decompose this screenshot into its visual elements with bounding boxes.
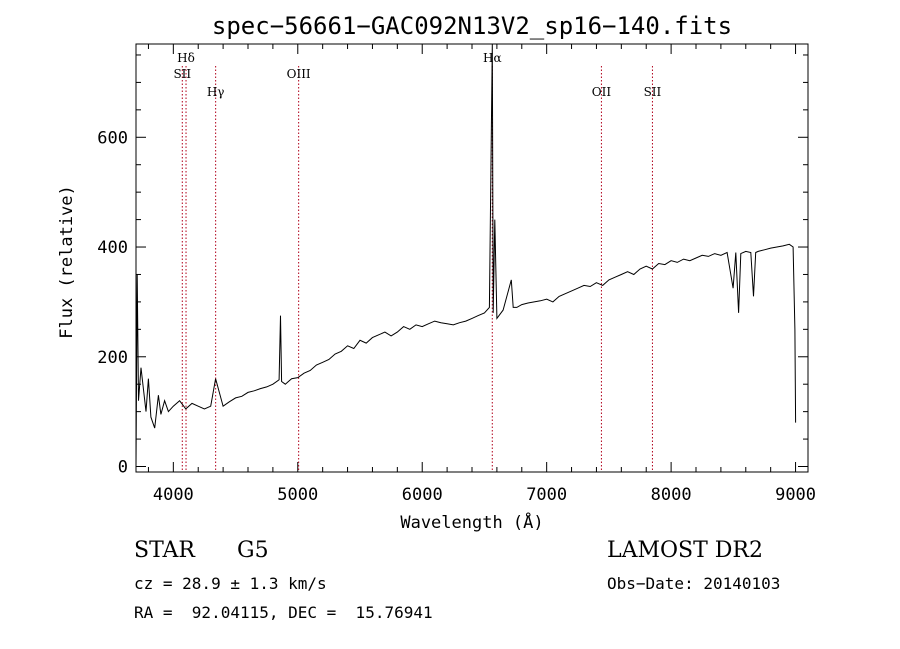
y-tick-label: 600 xyxy=(97,128,128,148)
object-class: STAR G5 xyxy=(134,538,269,563)
x-tick-label: 4000 xyxy=(153,485,194,505)
x-axis: 4000 5000 6000 7000 8000 9000 xyxy=(147,44,816,505)
x-axis-label: Wavelength (Å) xyxy=(400,511,543,533)
y-axis: 0 200 400 600 xyxy=(97,54,808,478)
spectral-line-label: SII xyxy=(173,67,191,81)
x-tick-label: 6000 xyxy=(402,485,443,505)
spectral-line-label: OII xyxy=(592,85,612,99)
class-label: STAR xyxy=(134,538,195,563)
subclass-label: G5 xyxy=(237,538,269,563)
x-tick-label: 9000 xyxy=(775,485,816,505)
y-axis-label: Flux (relative) xyxy=(57,185,77,339)
plot-frame xyxy=(135,43,809,473)
chart-title: spec−56661−GAC092N13V2_sp16−140.fits xyxy=(212,12,732,40)
y-tick-label: 0 xyxy=(118,458,128,478)
coordinates-label: RA = 92.04115, DEC = 15.76941 xyxy=(134,603,433,622)
spectral-line-label: Hδ xyxy=(177,51,195,65)
spectrum-line xyxy=(135,43,797,467)
spectral-line-label: OIII xyxy=(287,67,311,81)
spectral-line-label: Hγ xyxy=(207,85,225,99)
y-tick-label: 400 xyxy=(97,238,128,258)
survey-label: LAMOST DR2 xyxy=(607,538,763,563)
x-tick-label: 5000 xyxy=(277,485,318,505)
spectral-line-label: SII xyxy=(644,85,662,99)
y-tick-label: 200 xyxy=(97,348,128,368)
redshift-label: cz = 28.9 ± 1.3 km/s xyxy=(134,574,327,593)
obs-date-label: Obs−Date: 20140103 xyxy=(607,574,781,593)
x-tick-label: 8000 xyxy=(651,485,692,505)
x-tick-label: 7000 xyxy=(526,485,567,505)
